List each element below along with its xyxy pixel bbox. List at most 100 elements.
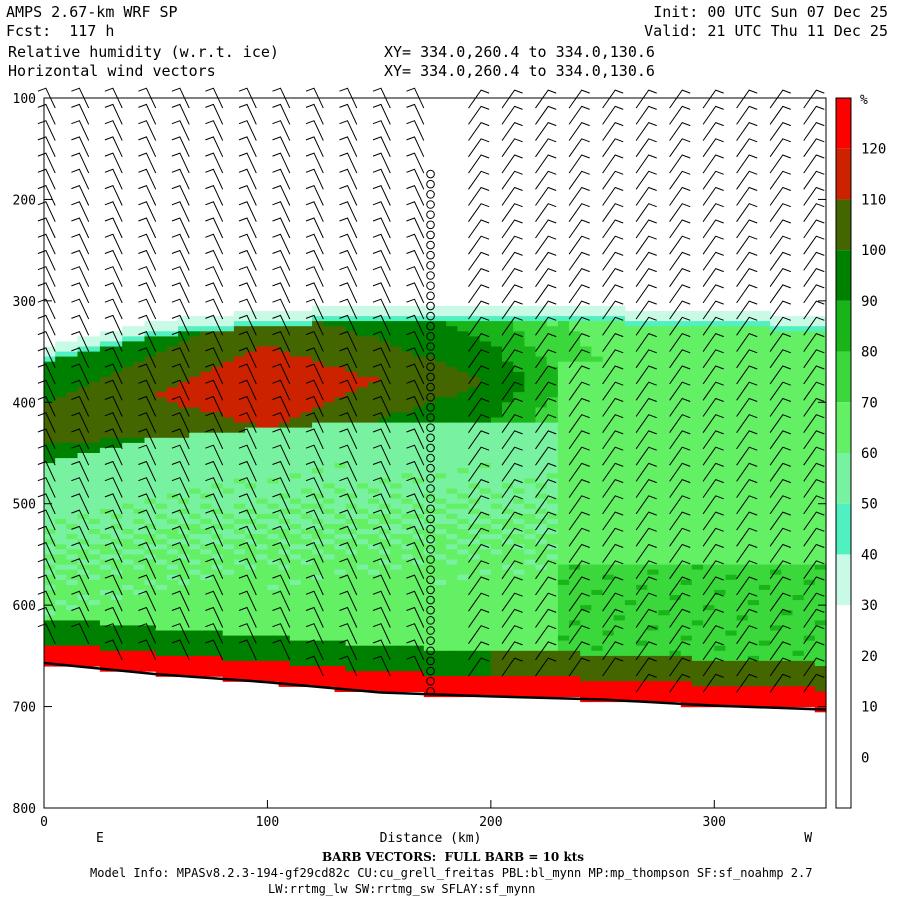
- rh-cell: [524, 422, 537, 429]
- rh-cell: [490, 630, 503, 637]
- rh-cell: [390, 610, 403, 616]
- rh-cell: [557, 640, 570, 647]
- rh-cell: [479, 412, 492, 419]
- rh-cell: [245, 503, 257, 510]
- rh-cell: [580, 524, 592, 530]
- rh-cell: [189, 650, 201, 657]
- rh-cell: [155, 463, 168, 469]
- rh-cell: [401, 534, 414, 540]
- rh-cell: [412, 437, 425, 444]
- rh-cell: [703, 316, 715, 322]
- rh-cell: [435, 346, 447, 353]
- rh-cell: [289, 508, 302, 515]
- rh-cell: [133, 453, 146, 459]
- rh-cell: [624, 341, 637, 348]
- rh-cell: [557, 615, 570, 621]
- rh-cell: [300, 453, 313, 459]
- rh-cell: [300, 630, 313, 637]
- rh-cell: [691, 326, 704, 332]
- rh-cell: [312, 437, 324, 444]
- rh-cell: [233, 589, 246, 596]
- rh-cell: [368, 676, 380, 682]
- rh-cell: [479, 650, 492, 657]
- rh-cell: [602, 595, 615, 601]
- rh-cell: [412, 605, 425, 611]
- rh-cell: [66, 503, 79, 510]
- rh-cell: [770, 579, 782, 586]
- rh-cell: [569, 513, 581, 520]
- rh-cell: [267, 645, 280, 652]
- rh-cell: [323, 620, 336, 627]
- rh-cell: [345, 473, 358, 479]
- rh-cell: [77, 356, 90, 363]
- rh-cell: [166, 595, 179, 601]
- rh-cell: [211, 493, 224, 500]
- rh-cell: [122, 518, 134, 525]
- rh-cell: [446, 595, 458, 601]
- rh-cell: [211, 508, 224, 515]
- rh-cell: [569, 549, 581, 556]
- rh-cell: [233, 397, 246, 403]
- rh-cell: [546, 595, 559, 601]
- rh-cell: [535, 544, 548, 550]
- rh-cell: [591, 660, 604, 667]
- rh-cell: [747, 336, 760, 343]
- rh-cell: [390, 660, 403, 667]
- rh-cell: [345, 366, 358, 373]
- rh-cell: [423, 473, 436, 479]
- rh-cell: [546, 336, 559, 343]
- rh-cell: [189, 447, 201, 454]
- rh-cell: [725, 518, 738, 525]
- rh-cell: [289, 447, 302, 454]
- rh-cell: [691, 569, 704, 576]
- rh-cell: [111, 666, 123, 672]
- rh-cell: [189, 432, 201, 439]
- rh-cell: [535, 503, 548, 510]
- rh-cell: [200, 615, 213, 621]
- rh-cell: [211, 346, 224, 353]
- rh-cell: [423, 554, 436, 561]
- rh-cell: [245, 453, 257, 459]
- rh-cell: [111, 351, 123, 358]
- rh-cell: [557, 493, 570, 500]
- rh-cell: [691, 412, 704, 419]
- rh-cell: [725, 539, 738, 545]
- rh-cell: [691, 321, 704, 327]
- rh-cell: [155, 412, 168, 419]
- rh-cell: [736, 351, 749, 358]
- rh-cell: [267, 518, 280, 525]
- rh-cell: [703, 579, 715, 586]
- rh-cell: [289, 432, 302, 439]
- rh-cell: [658, 625, 671, 632]
- rh-cell: [669, 336, 682, 343]
- rh-cell: [613, 498, 626, 505]
- rh-cell: [502, 432, 514, 439]
- rh-cell: [356, 605, 369, 611]
- rh-cell: [66, 483, 79, 490]
- rh-cell: [435, 498, 447, 505]
- rh-cell: [468, 402, 481, 408]
- rh-cell: [624, 534, 637, 540]
- rh-cell: [759, 488, 771, 495]
- rh-cell: [55, 376, 67, 383]
- rh-cell: [770, 645, 782, 652]
- rh-cell: [524, 382, 537, 388]
- rh-cell: [602, 458, 615, 464]
- rh-cell: [457, 316, 470, 322]
- rh-cell: [66, 539, 79, 545]
- rh-cell: [178, 493, 190, 500]
- rh-cell: [557, 569, 570, 576]
- rh-cell: [602, 427, 615, 434]
- rh-cell: [189, 478, 201, 485]
- rh-cell: [557, 321, 570, 327]
- rh-cell: [435, 478, 447, 485]
- rh-cell: [323, 676, 336, 682]
- rh-cell: [368, 447, 380, 454]
- rh-cell: [312, 326, 324, 332]
- rh-cell: [323, 559, 336, 566]
- rh-cell: [435, 361, 447, 368]
- rh-cell: [323, 305, 336, 312]
- rh-cell: [66, 463, 79, 469]
- rh-cell: [88, 493, 101, 500]
- rh-cell: [647, 691, 660, 698]
